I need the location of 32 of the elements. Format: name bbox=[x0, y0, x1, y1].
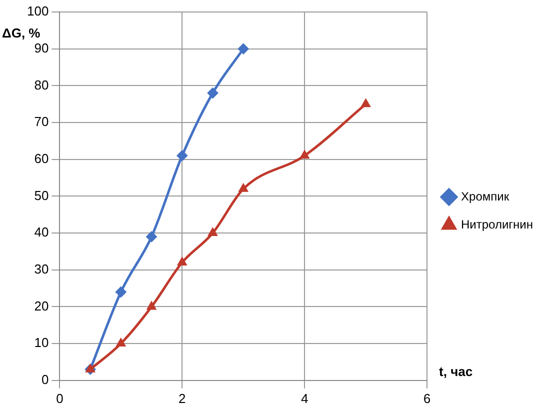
legend-label: Нитролигнин bbox=[461, 217, 534, 232]
y-tick-label: 70 bbox=[34, 114, 49, 130]
y-tick-label: 90 bbox=[34, 40, 49, 56]
point bbox=[85, 364, 96, 372]
point bbox=[176, 150, 188, 162]
legend-label: Хромпик bbox=[461, 189, 510, 204]
point bbox=[300, 150, 310, 159]
point bbox=[116, 338, 126, 347]
x-tick-label: 2 bbox=[178, 390, 186, 406]
x-tick-label: 0 bbox=[56, 390, 64, 406]
point bbox=[115, 286, 126, 298]
point bbox=[146, 231, 158, 242]
y-tick-label: 20 bbox=[34, 298, 49, 314]
y-tick-label: 10 bbox=[34, 335, 49, 350]
x-tick-label: 4 bbox=[300, 390, 308, 406]
point bbox=[238, 43, 249, 54]
point bbox=[207, 88, 218, 99]
point bbox=[238, 183, 248, 192]
y-axis-title: ΔG, % bbox=[2, 26, 41, 41]
point bbox=[146, 301, 156, 310]
point bbox=[177, 257, 187, 266]
y-tick-label: 60 bbox=[34, 150, 49, 166]
y-tick-label: 0 bbox=[41, 372, 49, 387]
y-tick-label: 40 bbox=[34, 224, 49, 240]
y-tick-label: 50 bbox=[34, 188, 49, 203]
y-tick-label: 30 bbox=[34, 261, 49, 276]
x-axis-title: t, час bbox=[439, 364, 473, 379]
y-tick-label: 80 bbox=[34, 77, 49, 92]
x-tick-label: 6 bbox=[423, 390, 431, 406]
point bbox=[360, 98, 371, 108]
y-tick-label: 100 bbox=[26, 4, 49, 19]
point bbox=[208, 228, 218, 236]
